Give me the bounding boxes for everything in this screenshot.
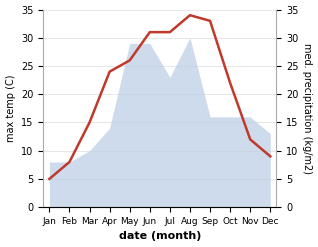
- X-axis label: date (month): date (month): [119, 231, 201, 242]
- Y-axis label: max temp (C): max temp (C): [5, 75, 16, 142]
- Y-axis label: med. precipitation (kg/m2): med. precipitation (kg/m2): [302, 43, 313, 174]
